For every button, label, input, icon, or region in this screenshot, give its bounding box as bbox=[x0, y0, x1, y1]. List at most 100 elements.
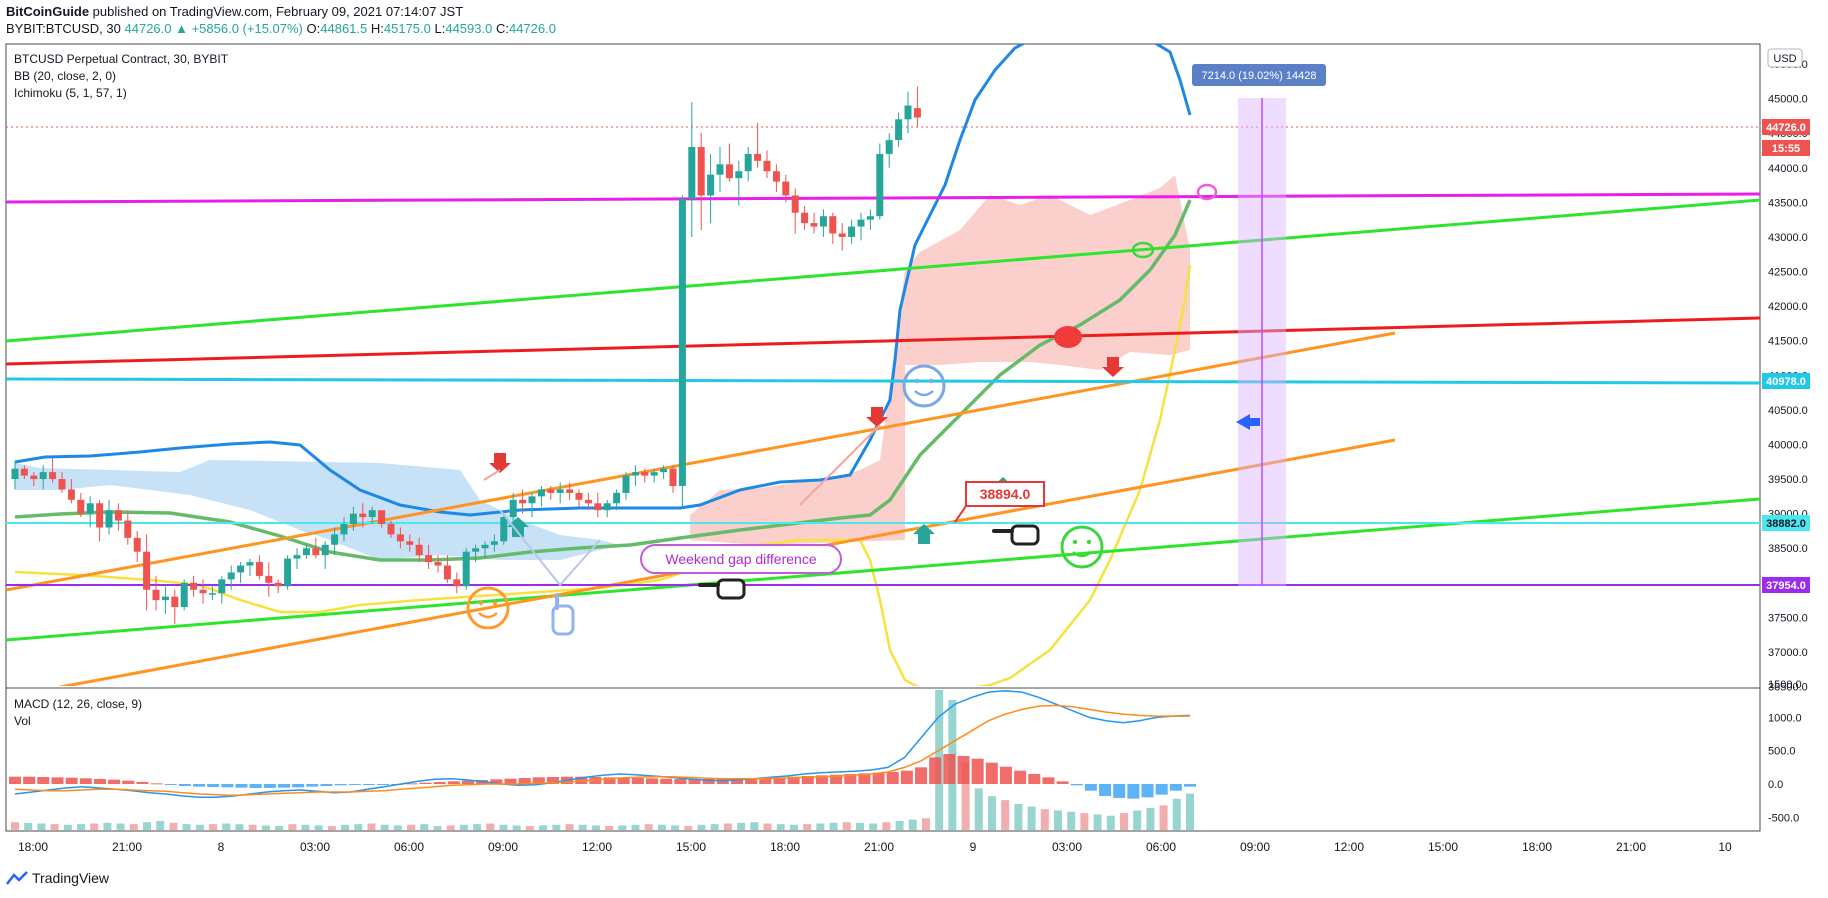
legend-title: BTCUSD Perpetual Contract, 30, BYBIT bbox=[14, 52, 229, 66]
candle bbox=[556, 489, 564, 493]
volume-bar bbox=[618, 825, 627, 830]
candle bbox=[368, 510, 376, 518]
tradingview-logo-icon bbox=[6, 871, 28, 885]
volume-bar bbox=[987, 796, 996, 830]
candle bbox=[754, 153, 762, 161]
candle bbox=[641, 472, 649, 476]
volume-bar bbox=[222, 823, 231, 830]
volume-bar bbox=[63, 824, 72, 830]
macd-histogram-bar bbox=[730, 778, 743, 784]
candle bbox=[866, 216, 874, 220]
time-tick-label: 09:00 bbox=[1240, 840, 1270, 854]
price-pane bbox=[6, 44, 1760, 686]
volume-bar bbox=[288, 824, 297, 830]
measure-label-box bbox=[1192, 64, 1326, 86]
ichimoku-cloud-bullish bbox=[690, 175, 1190, 545]
macd-histogram-bar bbox=[504, 778, 517, 784]
volume-bar bbox=[710, 824, 719, 830]
macd-histogram-bar bbox=[915, 767, 928, 784]
macd-histogram-bar bbox=[334, 784, 347, 786]
macd-histogram-bar bbox=[122, 780, 135, 784]
candle bbox=[349, 513, 357, 525]
volume-bar bbox=[789, 824, 798, 830]
sell-arrow-icon bbox=[1102, 357, 1124, 377]
candle bbox=[152, 589, 160, 601]
macd-histogram-bar bbox=[716, 778, 729, 784]
price-tag-label: 38882.0 bbox=[1766, 518, 1806, 530]
volume-bar bbox=[341, 824, 350, 830]
price-tick-label: 45000.0 bbox=[1768, 94, 1808, 106]
volume-bar bbox=[50, 824, 59, 830]
macd-histogram-bar bbox=[773, 777, 786, 784]
pink-arrow-line bbox=[483, 469, 501, 481]
macd-histogram-bar bbox=[447, 781, 460, 784]
candle bbox=[547, 489, 555, 493]
time-tick-label: 12:00 bbox=[582, 840, 612, 854]
macd-histogram-bar bbox=[1127, 784, 1140, 799]
candle bbox=[415, 544, 423, 556]
volume-bar bbox=[1146, 807, 1155, 830]
candle bbox=[735, 171, 743, 179]
volume-bar bbox=[367, 823, 376, 830]
candle bbox=[707, 174, 715, 196]
cat-marker-icon bbox=[1196, 183, 1218, 201]
volume-bar bbox=[129, 824, 138, 830]
candle bbox=[537, 489, 545, 497]
low-label: L: bbox=[434, 21, 446, 36]
volume-bar bbox=[908, 819, 917, 830]
volume-bar bbox=[116, 823, 125, 830]
candle bbox=[49, 472, 57, 480]
weekend-gap-label: Weekend gap difference bbox=[665, 551, 816, 567]
macd-histogram-bar bbox=[150, 783, 163, 785]
candle bbox=[895, 119, 903, 141]
macd-histogram-bar bbox=[93, 779, 106, 784]
candle bbox=[321, 544, 329, 556]
macd-histogram-bar bbox=[688, 779, 701, 784]
time-tick-label: 10 bbox=[1718, 840, 1732, 854]
candle bbox=[838, 233, 846, 237]
macd-histogram-bar bbox=[292, 784, 305, 788]
pointing-hand-icon bbox=[1010, 524, 1040, 546]
price-tick-label: 42500.0 bbox=[1768, 267, 1808, 279]
symbol: BYBIT:BTCUSD, 30 bbox=[6, 21, 121, 36]
volume-bar bbox=[750, 822, 759, 830]
volume-bar bbox=[1106, 815, 1115, 830]
candle bbox=[406, 541, 414, 545]
volume-bar bbox=[1014, 804, 1023, 830]
tradingview-footer[interactable]: TradingView bbox=[6, 870, 109, 886]
publisher-name[interactable]: BitCoinGuide bbox=[6, 4, 90, 19]
volume-bar bbox=[314, 825, 323, 830]
macd-histogram-bar bbox=[957, 756, 970, 784]
currency-badge[interactable] bbox=[1767, 48, 1803, 68]
candle bbox=[669, 468, 677, 486]
macd-histogram-bar bbox=[1155, 784, 1168, 795]
volume-bar bbox=[763, 823, 772, 830]
candle bbox=[744, 153, 752, 172]
low-value: 44593.0 bbox=[445, 21, 493, 36]
volume-bar bbox=[591, 825, 600, 830]
time-tick-label: 03:00 bbox=[1052, 840, 1082, 854]
candle bbox=[829, 216, 837, 234]
change: 44726.0 ▲ +5856.0 (+15.07%) bbox=[124, 21, 303, 36]
macd-histogram-bar bbox=[79, 778, 92, 784]
time-tick-label: 15:00 bbox=[676, 840, 706, 854]
volume-bar bbox=[776, 824, 785, 830]
candle bbox=[650, 472, 658, 476]
price-tag bbox=[1762, 119, 1810, 135]
candle bbox=[462, 551, 470, 587]
weekend-gap-callout bbox=[640, 544, 842, 574]
legend-macd: MACD (12, 26, close, 9) bbox=[14, 697, 142, 711]
volume-bar bbox=[275, 826, 284, 830]
price-tick-label: 42000.0 bbox=[1768, 301, 1808, 313]
bull-marker-icon bbox=[1131, 241, 1155, 259]
macd-tick-label: 1500.0 bbox=[1768, 679, 1802, 691]
volume-bar bbox=[539, 825, 548, 830]
macd-histogram-bar bbox=[320, 784, 333, 786]
macd-pane bbox=[9, 690, 1196, 830]
candle bbox=[255, 562, 263, 576]
smiley-orange-icon-eye bbox=[478, 600, 484, 606]
volume-bar bbox=[803, 824, 812, 830]
macd-histogram-bar bbox=[277, 784, 290, 788]
buy-arrow-icon bbox=[913, 524, 935, 544]
